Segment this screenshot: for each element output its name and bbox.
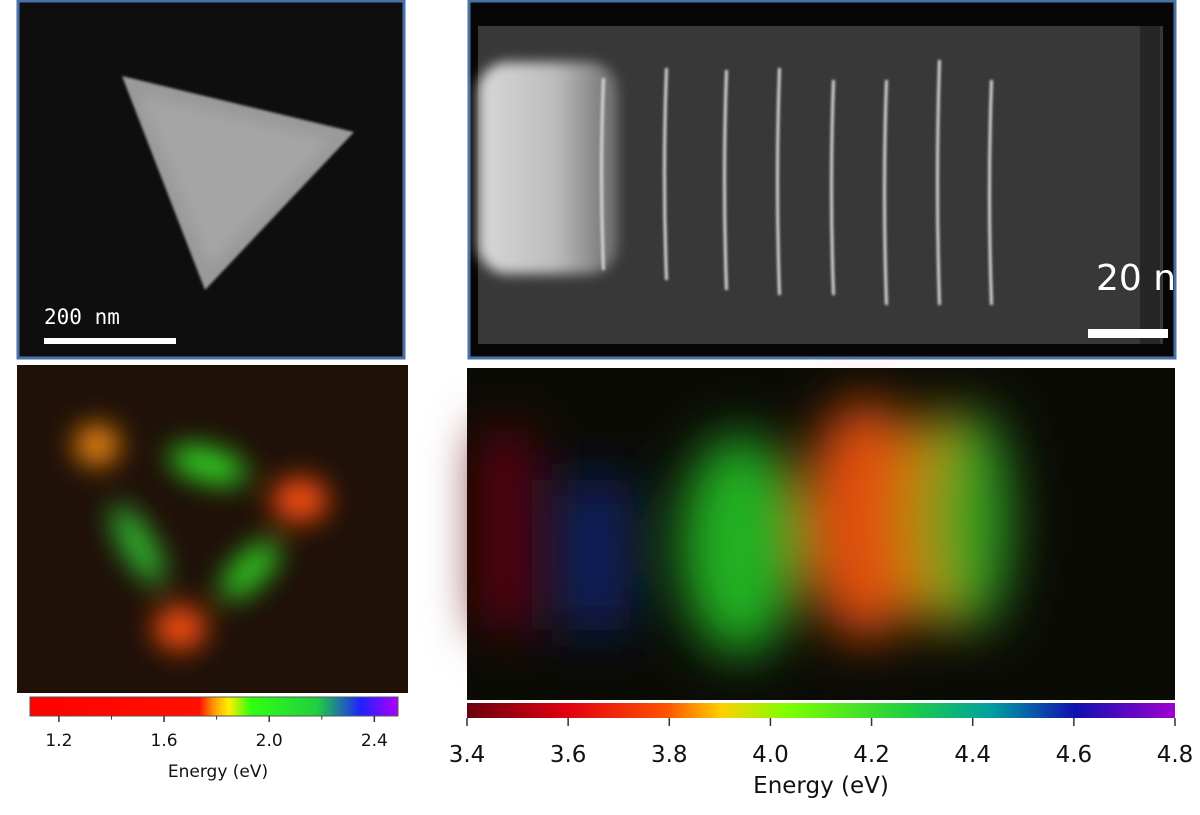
- scale-bar: [1088, 329, 1168, 338]
- tick-label: 4.2: [853, 742, 890, 768]
- scale-bar: [44, 338, 176, 344]
- tick-label: 3.4: [449, 742, 486, 768]
- blobs: [75, 425, 328, 650]
- streak: [776, 68, 781, 295]
- streak: [988, 80, 993, 305]
- tube-end: [1140, 26, 1160, 344]
- colorbar: [29, 696, 399, 717]
- streaks: [600, 60, 993, 305]
- rod: [478, 62, 618, 274]
- tick-label: 2.4: [361, 731, 388, 751]
- tick-label: 1.6: [151, 731, 178, 751]
- scale-label: 200 nm: [44, 305, 120, 329]
- tick-label: 3.6: [550, 742, 587, 768]
- tick-label: 2.0: [256, 731, 283, 751]
- tick-label: 4.8: [1157, 742, 1194, 768]
- axis-label: Energy (eV): [168, 762, 268, 782]
- streak: [883, 80, 888, 305]
- colorbar: [467, 703, 1175, 718]
- streak: [830, 80, 835, 295]
- tick-label: 1.2: [45, 731, 72, 751]
- streak: [723, 70, 728, 290]
- colorbar-axes: 1.2 1.6 2.0 2.4 Energy (eV) 3.4 3.6 3.8 4.0 4.2 4.…: [45, 716, 1193, 799]
- tick-label: 4.6: [1056, 742, 1093, 768]
- blobs: [480, 400, 1010, 655]
- axis-label: Energy (eV): [753, 773, 889, 799]
- scale-label: 20 nm: [1096, 258, 1200, 299]
- map-panel: [17, 365, 408, 693]
- streak: [936, 60, 941, 305]
- streak: [663, 68, 668, 280]
- tick-label: 3.8: [651, 742, 688, 768]
- particle-texture: [140, 95, 330, 265]
- tick-label: 4.0: [752, 742, 789, 768]
- tick-label: 4.4: [954, 742, 991, 768]
- streak: [600, 78, 605, 270]
